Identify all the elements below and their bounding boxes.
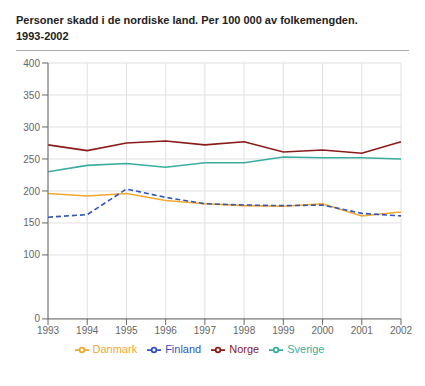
svg-text:2001: 2001 (351, 325, 374, 336)
svg-text:1993: 1993 (37, 325, 60, 336)
svg-text:400: 400 (23, 58, 40, 69)
svg-text:2002: 2002 (390, 325, 413, 336)
svg-text:2000: 2000 (311, 325, 334, 336)
svg-text:1997: 1997 (194, 325, 217, 336)
html-text:Finland: Finland (165, 342, 202, 355)
html-text:Sverige: Sverige (287, 342, 325, 355)
svg-text:300: 300 (23, 122, 40, 133)
svg-text:200: 200 (23, 186, 40, 197)
svg-text:0: 0 (34, 313, 40, 324)
svg-text:1994: 1994 (76, 325, 99, 336)
html-text:Danmark: Danmark (92, 342, 138, 355)
svg-text:250: 250 (23, 154, 40, 165)
svg-text:100: 100 (23, 249, 40, 260)
svg-text:1998: 1998 (233, 325, 256, 336)
svg-text:1995: 1995 (115, 325, 138, 336)
html-text:Personer skadd i de nordiske l: Personer skadd i de nordiske land. Per 1… (16, 14, 358, 26)
svg-text:350: 350 (23, 90, 40, 101)
html-text:Norge: Norge (229, 342, 260, 355)
svg-text:1999: 1999 (272, 325, 295, 336)
svg-text:150: 150 (23, 217, 40, 228)
svg-text:1996: 1996 (155, 325, 178, 336)
html-text:1993-2002: 1993-2002 (16, 30, 69, 42)
